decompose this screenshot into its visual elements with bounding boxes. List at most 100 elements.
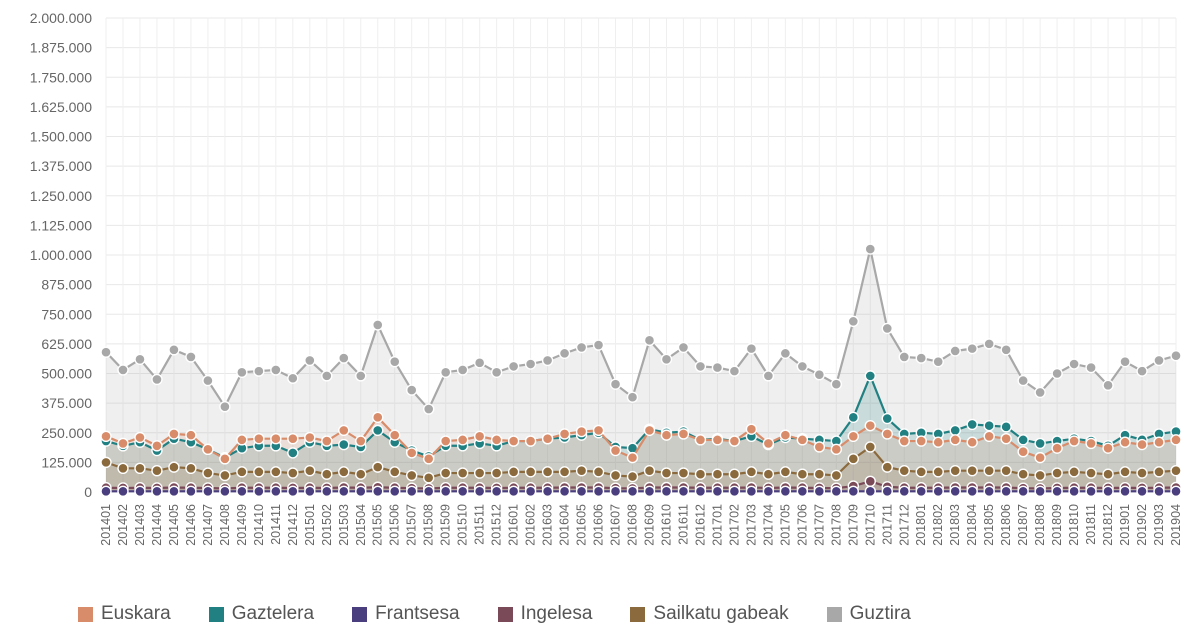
point-euskara [915, 435, 927, 447]
point-guztira [660, 353, 673, 365]
point-guztira [915, 352, 927, 364]
legend-item[interactable]: Ingelesa [497, 603, 592, 625]
point-frantsesa [932, 485, 944, 497]
point-frantsesa [728, 485, 741, 497]
point-sailkatu-gabeak [847, 453, 860, 465]
point-sailkatu-gabeak [185, 462, 197, 474]
legend-item[interactable]: Frantsesa [352, 603, 460, 625]
legend-swatch [497, 606, 513, 622]
point-frantsesa [660, 485, 673, 497]
point-euskara [406, 447, 418, 459]
point-guztira [796, 360, 809, 373]
point-frantsesa [372, 485, 384, 497]
point-sailkatu-gabeak [134, 462, 146, 474]
point-sailkatu-gabeak [1119, 466, 1131, 478]
legend-swatch [352, 606, 368, 622]
point-guztira [1017, 374, 1029, 387]
point-sailkatu-gabeak [898, 464, 910, 477]
x-tick-label: 201903 [1152, 504, 1166, 546]
point-euskara [983, 430, 995, 443]
point-sailkatu-gabeak [796, 468, 809, 480]
point-sailkatu-gabeak [1017, 468, 1029, 480]
point-frantsesa [524, 485, 537, 497]
point-sailkatu-gabeak [1068, 466, 1080, 478]
point-euskara [422, 453, 435, 465]
point-sailkatu-gabeak [473, 467, 486, 479]
point-frantsesa [1085, 485, 1097, 497]
x-tick-label: 201805 [982, 504, 996, 546]
x-tick-label: 201407 [201, 504, 215, 546]
x-tick-label: 201707 [812, 504, 826, 546]
point-euskara [1153, 436, 1165, 448]
legend-item[interactable]: Gaztelera [208, 603, 314, 625]
line-euskara [105, 415, 1177, 461]
point-gaztelera [983, 419, 995, 432]
point-frantsesa [1068, 485, 1080, 497]
x-tick-label: 201806 [999, 504, 1013, 546]
legend-item[interactable]: Guztira [826, 603, 911, 625]
x-tick-label: 201403 [133, 504, 147, 546]
legend-item[interactable]: Sailkatu gabeak [630, 603, 789, 625]
x-tick-label: 201711 [880, 504, 894, 545]
point-frantsesa [966, 485, 978, 497]
series-guztira [100, 243, 1182, 415]
point-sailkatu-gabeak [507, 466, 520, 478]
point-guztira [134, 353, 146, 365]
point-guztira [456, 364, 469, 376]
legend-item[interactable]: Euskara [78, 603, 171, 625]
point-sailkatu-gabeak [983, 464, 995, 477]
point-sailkatu-gabeak [219, 469, 231, 482]
y-tick-label: 750.000 [41, 306, 92, 322]
x-tick-label: 201807 [1016, 504, 1030, 546]
point-sailkatu-gabeak [575, 464, 588, 477]
x-tick-label: 201611 [676, 504, 690, 545]
point-guztira [236, 366, 248, 379]
point-frantsesa [355, 485, 367, 497]
x-tick-label: 201411 [269, 504, 283, 545]
point-euskara [541, 432, 554, 445]
x-tick-label: 201405 [167, 504, 181, 546]
point-gaztelera [864, 370, 876, 382]
x-tick-label: 201603 [541, 504, 555, 546]
point-euskara [236, 434, 248, 446]
point-euskara [1085, 437, 1097, 450]
point-euskara [1119, 436, 1131, 448]
point-euskara [847, 430, 860, 443]
point-sailkatu-gabeak [236, 466, 248, 478]
y-tick-label: 1.875.000 [30, 40, 92, 56]
x-tick-label: 201901 [1118, 504, 1132, 546]
y-tick-label: 500.000 [41, 366, 92, 382]
point-sailkatu-gabeak [1085, 467, 1097, 479]
point-sailkatu-gabeak [1136, 467, 1148, 479]
point-euskara [609, 444, 622, 457]
x-tick-label: 201810 [1067, 504, 1081, 546]
point-frantsesa [168, 485, 180, 497]
point-frantsesa [779, 485, 792, 497]
point-frantsesa [745, 485, 758, 497]
point-guztira [219, 400, 231, 413]
y-tick-label: 125.000 [41, 454, 92, 470]
x-tick-label: 201701 [710, 504, 724, 546]
x-tick-label: 201408 [218, 504, 232, 546]
x-tick-label: 201501 [303, 504, 317, 546]
point-sailkatu-gabeak [626, 470, 639, 483]
point-euskara [966, 436, 978, 448]
point-guztira [117, 364, 129, 376]
area-gaztelera [106, 375, 1176, 492]
x-tick-label: 201605 [575, 504, 589, 546]
point-ingelesa [864, 475, 876, 488]
point-euskara [898, 435, 910, 447]
point-euskara [253, 432, 265, 445]
point-guztira [185, 351, 197, 363]
y-tick-label: 1.750.000 [30, 69, 92, 85]
x-tick-label: 201507 [405, 504, 419, 546]
point-frantsesa [490, 485, 503, 497]
point-euskara [711, 434, 724, 446]
point-sailkatu-gabeak [321, 468, 333, 480]
point-sailkatu-gabeak [592, 466, 605, 478]
line-gaztelera [105, 372, 1177, 459]
point-guztira [490, 366, 503, 379]
point-sailkatu-gabeak [711, 468, 724, 480]
point-gaztelera [966, 418, 978, 431]
point-sailkatu-gabeak [677, 467, 690, 479]
